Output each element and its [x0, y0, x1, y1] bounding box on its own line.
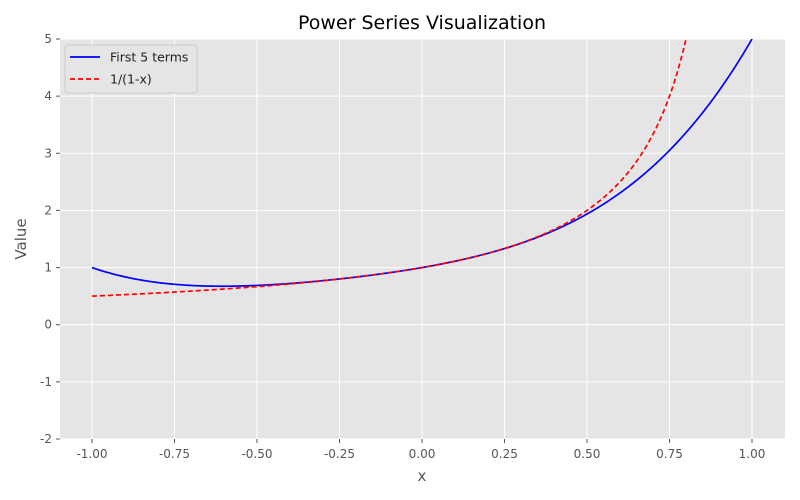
- x-tick-label: 1.00: [739, 447, 766, 461]
- x-tick-label: -0.75: [159, 447, 190, 461]
- x-tick-label: -0.25: [324, 447, 355, 461]
- chart-title: Power Series Visualization: [298, 12, 546, 34]
- x-tick-label: 0.75: [656, 447, 683, 461]
- y-tick-label: 0: [44, 318, 52, 332]
- legend-label-geometric: 1/(1-x): [110, 72, 152, 87]
- y-axis-label: Value: [12, 218, 30, 259]
- y-tick-label: 5: [44, 32, 52, 46]
- x-axis-ticks: -1.00 -0.75 -0.50 -0.25 0.00 0.25 0.50 0.75 1.00: [76, 439, 765, 461]
- x-tick-label: -1.00: [76, 447, 107, 461]
- y-tick-label: 1: [44, 261, 52, 275]
- x-tick-label: 0.25: [491, 447, 518, 461]
- y-tick-label: 2: [44, 203, 52, 217]
- x-tick-label: 0.00: [409, 447, 436, 461]
- y-tick-label: -1: [40, 375, 52, 389]
- y-axis-ticks: -2 -1 0 1 2 3 4 5: [40, 32, 60, 446]
- y-tick-label: -2: [40, 432, 52, 446]
- x-tick-label: 0.50: [574, 447, 601, 461]
- x-axis-label: x: [418, 467, 427, 485]
- series-lines: [91, 39, 753, 297]
- x-tick-label: -0.50: [241, 447, 272, 461]
- series-line-1: [91, 39, 687, 297]
- y-tick-label: 4: [44, 89, 52, 103]
- legend: First 5 terms 1/(1-x): [64, 44, 198, 94]
- legend-label-first-5-terms: First 5 terms: [110, 50, 188, 65]
- y-tick-label: 3: [44, 146, 52, 160]
